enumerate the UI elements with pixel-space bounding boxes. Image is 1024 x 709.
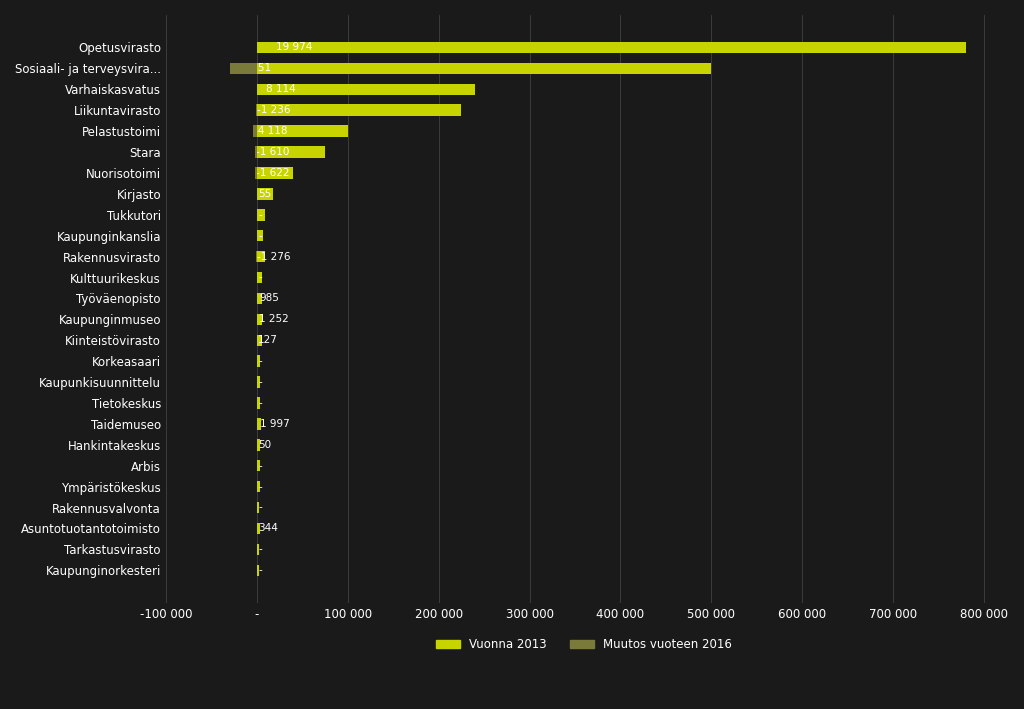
Text: 55: 55 [258,189,271,199]
Bar [257,167,293,179]
Text: 127: 127 [258,335,279,345]
Text: -: - [258,545,262,554]
Text: -: - [258,481,262,491]
Bar [257,42,966,53]
Bar [257,188,273,200]
Bar [257,272,262,284]
Bar [257,84,475,95]
Bar [257,209,265,220]
Bar [257,502,259,513]
Bar [255,146,257,158]
Bar [257,42,274,53]
Bar [257,251,265,262]
Text: 985: 985 [259,294,279,303]
Text: -: - [258,461,262,471]
Bar [253,125,257,137]
Bar [257,293,262,304]
Text: -: - [258,272,262,282]
Bar [257,418,261,430]
Bar [257,335,262,346]
Bar [257,523,259,534]
Text: -1 622: -1 622 [256,168,290,178]
Bar [257,313,258,325]
Text: 50: 50 [258,440,271,450]
Text: -: - [258,230,262,240]
Bar [257,125,348,137]
Bar [257,460,259,471]
Text: -: - [258,210,262,220]
Bar [257,544,259,555]
Bar [257,564,259,576]
Bar [257,62,712,74]
Bar [257,418,259,430]
Text: -1 236: -1 236 [257,105,290,115]
Text: -1 276: -1 276 [257,252,290,262]
Text: -29 351: -29 351 [231,63,271,73]
Bar [257,84,264,95]
Bar [257,104,462,116]
Text: -1 610: -1 610 [256,147,290,157]
Bar [257,230,263,242]
Bar [257,481,259,492]
Bar [255,167,257,179]
Bar [230,62,257,74]
Bar [257,376,260,388]
Text: 8 114: 8 114 [265,84,295,94]
Bar [256,104,257,116]
Bar [257,146,325,158]
Text: 1 997: 1 997 [260,419,290,429]
Bar [257,439,260,451]
Bar [257,313,262,325]
Text: 344: 344 [258,523,279,533]
Text: 1 252: 1 252 [259,314,289,324]
Bar [257,397,260,409]
Bar [257,355,260,367]
Text: -: - [258,398,262,408]
Text: -4 118: -4 118 [254,126,288,136]
Bar [256,251,257,262]
Text: -: - [258,377,262,387]
Text: -: - [258,356,262,366]
Text: -: - [258,503,262,513]
Legend: Vuonna 2013, Muutos vuoteen 2016: Vuonna 2013, Muutos vuoteen 2016 [431,633,737,656]
Text: 19 974: 19 974 [276,43,312,52]
Text: -: - [258,565,262,575]
